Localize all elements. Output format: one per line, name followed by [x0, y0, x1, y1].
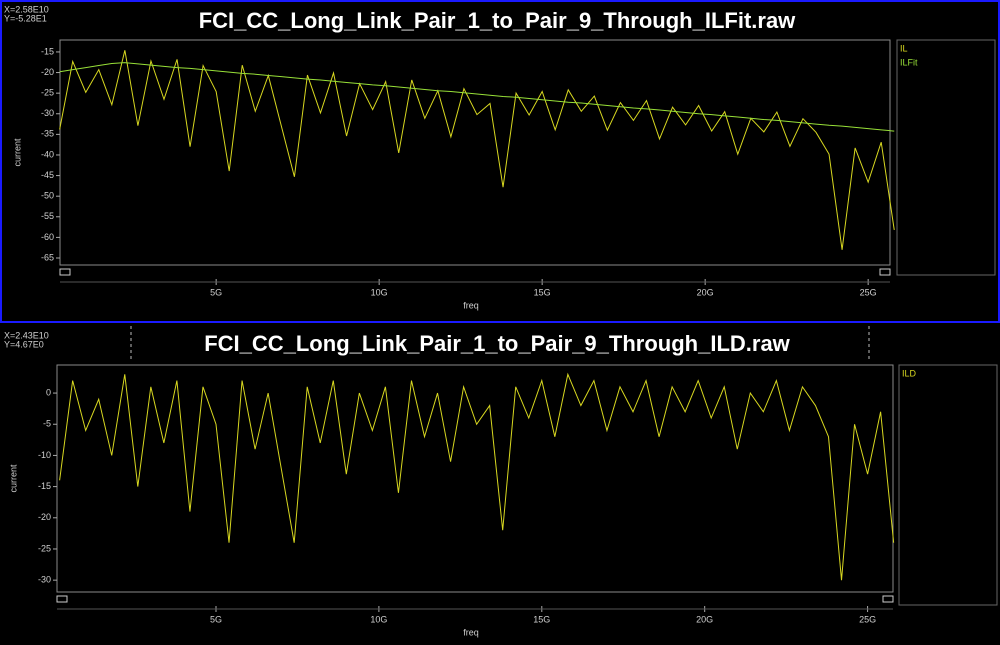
active-panel-border: [0, 0, 1000, 323]
scroll-handle[interactable]: [59, 268, 71, 276]
y-tick-label: -25: [41, 88, 54, 98]
y-tick-label: -45: [41, 170, 54, 180]
legend-box: [898, 364, 998, 606]
y-tick-label: -30: [38, 575, 51, 585]
series-line: [59, 50, 895, 250]
x-tick-label: 20G: [696, 614, 713, 624]
x-axis-label: freq: [463, 300, 479, 310]
x-tick-label: 20G: [697, 287, 714, 297]
x-tick-label: 10G: [370, 614, 387, 624]
y-tick-label: -60: [41, 232, 54, 242]
x-tick-label: 25G: [859, 614, 876, 624]
legend-box: [896, 39, 996, 276]
cursor-readout: Y=-5.28E1: [4, 13, 47, 23]
legend-entry[interactable]: IL: [900, 43, 908, 53]
y-tick-label: -25: [38, 543, 51, 553]
x-axis-label: freq: [463, 627, 479, 637]
x-tick-label: 10G: [371, 287, 388, 297]
legend-entry[interactable]: ILD: [902, 368, 917, 378]
plot-frame: [56, 364, 894, 593]
scroll-handle[interactable]: [882, 595, 894, 603]
series-line: [59, 62, 895, 132]
y-tick-label: -20: [38, 512, 51, 522]
x-tick-label: 15G: [533, 614, 550, 624]
y-tick-label: -50: [41, 191, 54, 201]
chart-title: FCI_CC_Long_Link_Pair_1_to_Pair_9_Throug…: [204, 331, 790, 356]
y-tick-label: -30: [41, 108, 54, 118]
legend-entry[interactable]: ILFit: [900, 57, 918, 67]
y-tick-label: -15: [41, 46, 54, 56]
y-tick-label: -15: [38, 481, 51, 491]
x-tick-label: 5G: [210, 614, 222, 624]
cursor-readout: Y=4.67E0: [4, 339, 44, 349]
plot-frame: [59, 39, 891, 266]
scroll-handle[interactable]: [879, 268, 891, 276]
y-tick-label: -35: [41, 129, 54, 139]
y-tick-label: -5: [43, 419, 51, 429]
series-line: [59, 372, 895, 581]
y-tick-label: -40: [41, 149, 54, 159]
scroll-handle[interactable]: [56, 595, 68, 603]
x-tick-label: 15G: [534, 287, 551, 297]
chart-title: FCI_CC_Long_Link_Pair_1_to_Pair_9_Throug…: [199, 8, 796, 33]
x-tick-label: 5G: [210, 287, 222, 297]
y-tick-label: 0: [46, 387, 51, 397]
y-axis-label: current: [8, 464, 18, 493]
y-axis-label: current: [12, 138, 22, 167]
x-tick-label: 25G: [860, 287, 877, 297]
y-tick-label: -65: [41, 252, 54, 262]
cursor-readout: X=2.43E10: [4, 330, 49, 340]
y-tick-label: -10: [38, 450, 51, 460]
y-tick-label: -55: [41, 211, 54, 221]
y-tick-label: -20: [41, 67, 54, 77]
cursor-readout: X=2.58E10: [4, 4, 49, 14]
